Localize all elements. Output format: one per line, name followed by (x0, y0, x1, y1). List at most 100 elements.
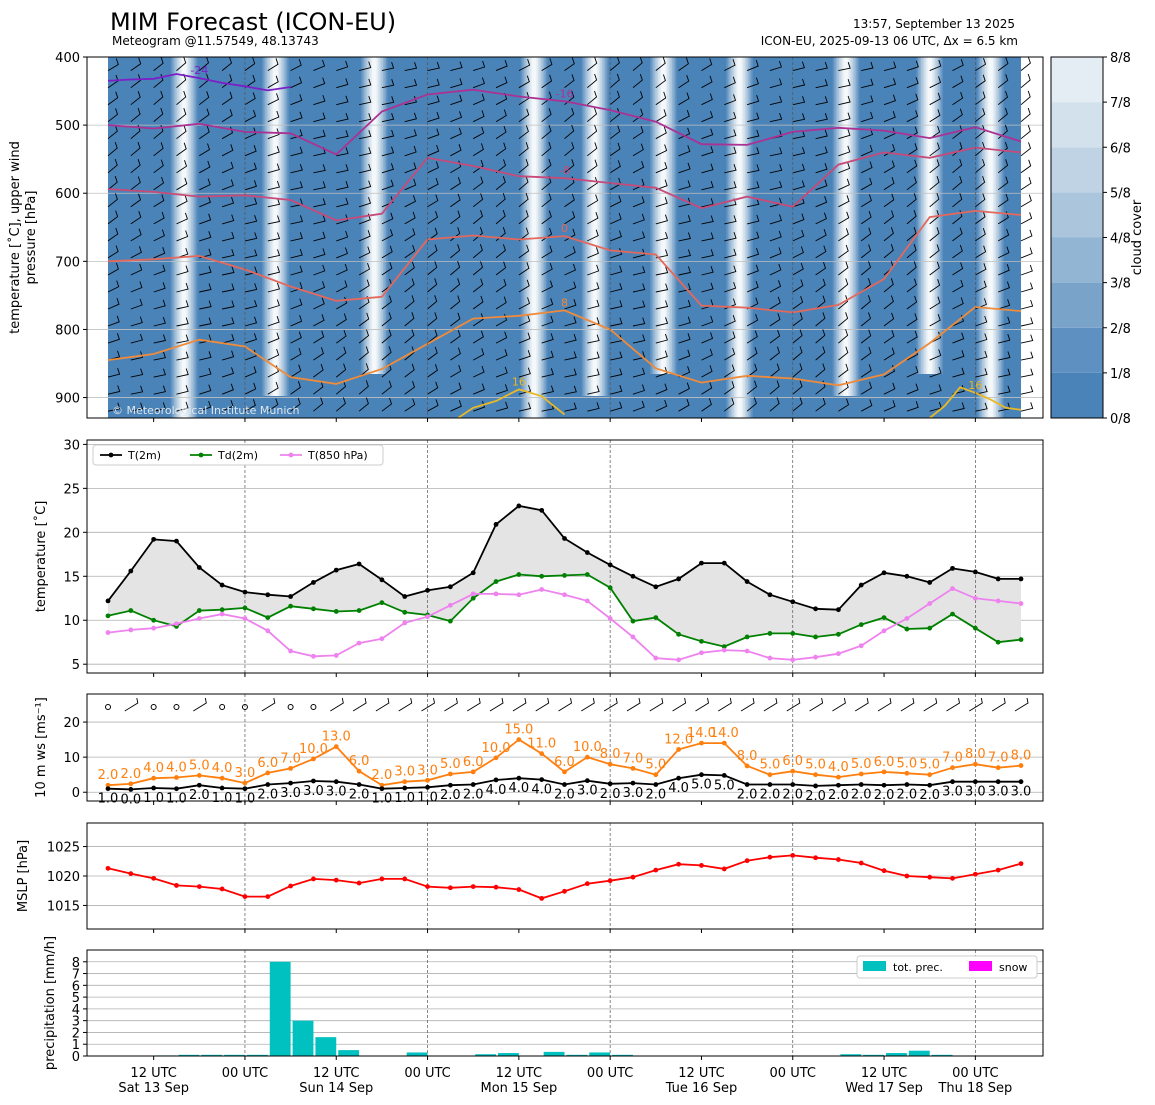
colorbar-tick-label: 0/8 (1110, 412, 1131, 427)
precip-bar (589, 1052, 611, 1056)
wind-barb (769, 60, 782, 72)
wind-point (288, 765, 293, 771)
temperature-point (151, 625, 157, 631)
wind-barb (176, 385, 189, 395)
surface-wind-barb (740, 697, 755, 712)
calm-wind-marker (173, 704, 180, 710)
wind-barb (952, 91, 964, 106)
wind-point (425, 777, 430, 783)
wind-barb (564, 385, 577, 395)
wind-barb (450, 329, 461, 344)
wind-barb (997, 228, 1010, 242)
wind-point (995, 765, 1001, 771)
wind-point (356, 768, 362, 774)
wind-barb (450, 144, 462, 157)
wind-barb (244, 283, 258, 293)
wind-barb (495, 244, 506, 259)
wind-barb (313, 264, 326, 276)
wind-point (630, 780, 636, 786)
wind-barb (267, 299, 280, 310)
temperature-point (379, 636, 385, 642)
temperature-point (219, 607, 225, 613)
wind-data-label: 4.0 (486, 783, 507, 798)
mslp-point (904, 873, 910, 879)
wind-barb (883, 227, 894, 242)
temperature-point (1018, 637, 1024, 642)
wind-barb (838, 129, 851, 140)
mslp-ylabel: MSLP [hPa] (16, 840, 31, 912)
wind-barb (678, 127, 691, 140)
wind-barb (952, 244, 963, 259)
surface-wind-barb (786, 697, 801, 712)
panel-mslp-frame (86, 822, 1044, 930)
wind-barb (336, 346, 347, 361)
wind-point (425, 784, 430, 790)
wind-barb (564, 57, 575, 71)
wind-barb (883, 312, 895, 327)
wind-barb (221, 179, 234, 191)
wind-barb (861, 61, 874, 72)
wind-barb (495, 125, 507, 140)
wind-barb (564, 263, 576, 276)
wind-point (972, 761, 978, 767)
wind-barb (107, 315, 120, 327)
wind-barb (564, 107, 575, 123)
wind-point (265, 770, 271, 776)
wind-barb (472, 143, 484, 157)
pressure-tick-label: 800 (55, 323, 80, 338)
wind-barb (632, 334, 646, 344)
wind-barb (632, 178, 645, 191)
wind-barb (906, 365, 919, 378)
mslp-point (333, 877, 339, 883)
temperature-point (174, 538, 179, 544)
wind-barb (176, 195, 188, 208)
precip-bar (566, 1054, 588, 1056)
wind-point (151, 785, 157, 791)
wind-barb (792, 78, 806, 89)
wind-barb (952, 350, 965, 361)
wind-barb (336, 247, 348, 259)
wind-barb (587, 229, 599, 242)
wind-barb (838, 211, 850, 225)
wind-barb (724, 232, 737, 242)
temperature-point (767, 631, 773, 636)
wind-barb (997, 193, 1009, 208)
wind-barb (153, 334, 166, 344)
wind-barb (267, 381, 279, 395)
wind-barb (861, 111, 874, 123)
precip-bar (840, 1054, 862, 1056)
wind-barb (975, 385, 988, 395)
wind-barb (860, 227, 872, 242)
mslp-tick-label: 1025 (47, 841, 80, 856)
wind-barb (427, 381, 439, 395)
wind-barb (450, 111, 463, 123)
wind-barb (472, 244, 483, 259)
wind-barb (701, 93, 713, 106)
mslp-point (105, 865, 111, 871)
wind-barb (290, 94, 303, 106)
wind-barb (883, 347, 895, 361)
wind-data-label: 2.0 (782, 788, 803, 803)
wind-barb (883, 127, 896, 140)
wind-barb (724, 76, 736, 89)
temperature-point (699, 650, 704, 656)
temperature-point (699, 638, 704, 644)
wind-barb (632, 125, 644, 140)
wind-barb (244, 197, 258, 208)
wind-barb (130, 351, 144, 361)
wind-barb (860, 244, 872, 259)
wind-barb (336, 130, 349, 140)
temperature-point (630, 573, 636, 579)
wind-barb (290, 298, 303, 310)
figure-title: MIM Forecast (ICON-EU) (110, 8, 396, 36)
wind-barb (587, 247, 599, 259)
mslp-point (242, 894, 248, 900)
wind-barb (336, 181, 349, 191)
wind-barb (632, 317, 646, 327)
wind-barb (427, 295, 438, 310)
surface-wind-barb (444, 697, 458, 712)
wind-barb (450, 347, 461, 361)
wind-point (836, 774, 841, 780)
wind-barb (130, 316, 143, 327)
precip-bar (406, 1052, 428, 1056)
